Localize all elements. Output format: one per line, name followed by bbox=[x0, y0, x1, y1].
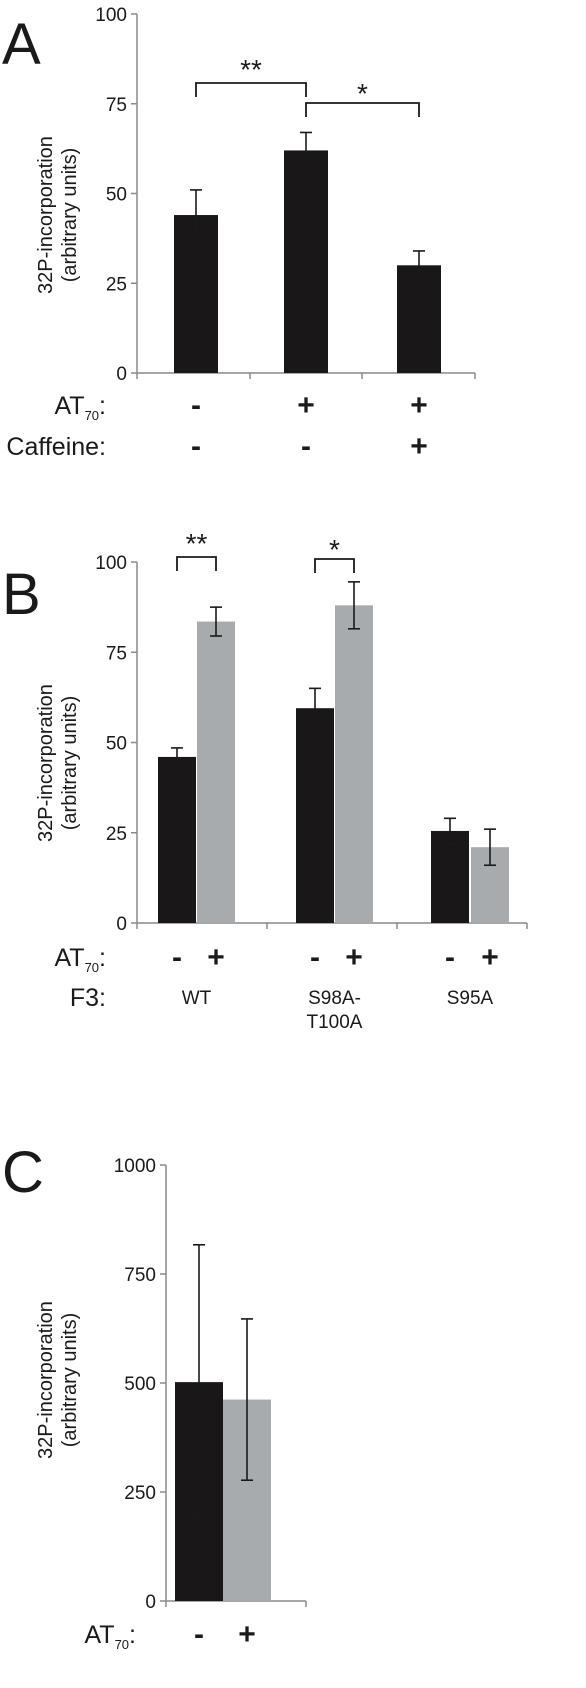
significance-brackets: *** bbox=[176, 528, 355, 573]
sign-plus: + bbox=[410, 430, 428, 463]
y-tick-label: 25 bbox=[106, 824, 127, 845]
y-tick-label: 750 bbox=[124, 1265, 156, 1286]
row-label: F3: bbox=[70, 984, 106, 1012]
sign-plus: + bbox=[207, 941, 225, 974]
bar bbox=[284, 150, 328, 373]
sign-minus: - bbox=[191, 389, 201, 422]
y-tick-label: 75 bbox=[106, 643, 127, 664]
significance-label: * bbox=[329, 534, 340, 565]
bar bbox=[431, 830, 469, 923]
panel-a: A 32P-incorporation (arbitrary units) 0 2… bbox=[2, 5, 476, 463]
y-axis-label-line2: (arbitrary units) bbox=[59, 696, 81, 830]
sign-minus: - bbox=[301, 430, 311, 463]
row-label: AT70: bbox=[84, 1621, 136, 1652]
y-tick-label: 75 bbox=[106, 95, 127, 116]
row-label: Caffeine: bbox=[6, 433, 106, 461]
sign-minus: - bbox=[445, 941, 455, 974]
panel-b: B 32P-incorporation (arbitrary units) 0 2… bbox=[2, 528, 528, 1033]
treatment-rows: AT70: - + + Caffeine: - - + bbox=[6, 389, 427, 463]
y-tick-label: 100 bbox=[95, 553, 127, 574]
y-tick-label: 0 bbox=[116, 364, 127, 385]
bars bbox=[158, 581, 509, 923]
treatment-rows: AT70: - + bbox=[84, 1618, 255, 1652]
bar bbox=[158, 756, 196, 923]
significance-bracket bbox=[195, 82, 307, 97]
group-label: S98A- bbox=[308, 988, 361, 1009]
bar bbox=[397, 265, 441, 373]
sign-plus: + bbox=[345, 941, 363, 974]
sign-minus: - bbox=[194, 1618, 204, 1651]
significance-bracket bbox=[314, 558, 355, 573]
y-tick-label: 100 bbox=[95, 5, 127, 26]
y-axis-label-line1: 32P-incorporation bbox=[35, 1301, 57, 1459]
row-label: AT70: bbox=[54, 944, 106, 975]
significance-label: ** bbox=[240, 54, 262, 85]
y-tick-label: 50 bbox=[106, 185, 127, 206]
sign-minus: - bbox=[172, 941, 182, 974]
bar bbox=[197, 621, 235, 923]
group-label: WT bbox=[182, 988, 212, 1009]
y-tick-label: 500 bbox=[124, 1374, 156, 1395]
group-label: S95A bbox=[447, 988, 494, 1009]
y-tick-label: 50 bbox=[106, 734, 127, 755]
bars bbox=[174, 131, 441, 373]
group-label-line2: T100A bbox=[307, 1012, 363, 1033]
panel-letter: B bbox=[2, 562, 41, 627]
y-tick-label: 25 bbox=[106, 274, 127, 295]
y-tick-label: 1000 bbox=[114, 1156, 156, 1177]
y-axis-label-line1: 32P-incorporation bbox=[35, 136, 57, 294]
significance-label: * bbox=[357, 78, 368, 109]
bars bbox=[175, 1243, 271, 1601]
significance-bracket bbox=[176, 556, 217, 571]
bar bbox=[174, 215, 218, 373]
bar bbox=[335, 605, 373, 923]
sign-plus: + bbox=[410, 389, 428, 422]
y-axis-label-line1: 32P-incorporation bbox=[35, 684, 57, 842]
y-tick-label: 0 bbox=[145, 1592, 156, 1613]
panel-letter: C bbox=[2, 1140, 44, 1205]
significance-bracket bbox=[305, 102, 420, 117]
bar bbox=[296, 708, 334, 923]
significance-label: ** bbox=[186, 528, 208, 559]
panel-c: C 32P-incorporation (arbitrary units) 0 2… bbox=[2, 1140, 307, 1652]
y-axis-label-line2: (arbitrary units) bbox=[59, 1313, 81, 1447]
y-tick-label: 250 bbox=[124, 1483, 156, 1504]
sign-plus: + bbox=[297, 389, 315, 422]
row-label: AT70: bbox=[54, 392, 106, 423]
significance-brackets: *** bbox=[195, 54, 420, 117]
panel-letter: A bbox=[2, 12, 41, 77]
y-axis-label-line2: (arbitrary units) bbox=[59, 148, 81, 282]
sign-plus: + bbox=[238, 1618, 256, 1651]
sign-plus: + bbox=[481, 941, 499, 974]
y-tick-label: 0 bbox=[116, 914, 127, 935]
sign-minus: - bbox=[310, 941, 320, 974]
sign-minus: - bbox=[191, 430, 201, 463]
